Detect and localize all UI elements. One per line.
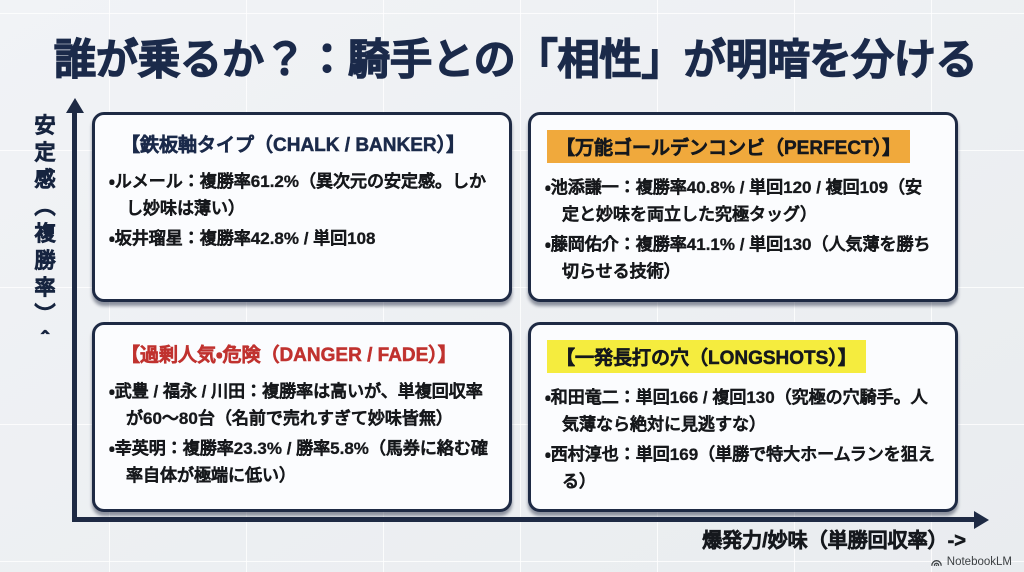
quadrant-chalk-header: 【鉄板軸タイプ（CHALK / BANKER）】 — [121, 135, 466, 157]
page-title: 誰が乗るか？：騎手との「相性」が明暗を分ける — [53, 35, 978, 83]
list-item: 和田竜二：単回166 / 複回130（究極の穴騎手。人気薄なら絶対に見逃すな） — [545, 385, 939, 439]
list-item: 武豊 / 福永 / 川田：複勝率は高いが、単複回収率が60〜80台（名前で売れす… — [109, 379, 493, 433]
notebooklm-brand: NotebookLM — [930, 555, 1012, 568]
notebooklm-label: NotebookLM — [946, 555, 1012, 568]
list-item: 幸英明：複勝率23.3% / 勝率5.8%（馬券に絡む確率自体が極端に低い） — [109, 436, 493, 490]
y-axis-label: 安定感（複勝率）＾ — [32, 114, 56, 358]
quadrant-longshots: 【一発長打の穴（LONGSHOTS）】 和田竜二：単回166 / 複回130（究… — [528, 322, 958, 512]
list-item: 西村淳也：単回169（単勝で特大ホームランを狙える） — [545, 442, 939, 496]
quadrant-chalk-banker: 【鉄板軸タイプ（CHALK / BANKER）】 ルメール：複勝率61.2%（異… — [92, 112, 512, 302]
quadrant-danger-header: 【過剰人気・危険（DANGER / FADE）】 — [121, 345, 457, 367]
quadrant-longshots-list: 和田竜二：単回166 / 複回130（究極の穴騎手。人気薄なら絶対に見逃すな） … — [545, 385, 939, 495]
y-axis-arrow-up-icon — [66, 98, 84, 113]
quadrant-danger-list: 武豊 / 福永 / 川田：複勝率は高いが、単複回収率が60〜80台（名前で売れす… — [109, 379, 493, 489]
list-item: 池添謙一：複勝率40.8% / 単回120 / 複回109（安定と妙味を両立した… — [545, 175, 939, 229]
notebooklm-logo-icon — [931, 560, 942, 567]
list-item: 藤岡佑介：複勝率41.1% / 単回130（人気薄を勝ち切らせる技術） — [545, 232, 939, 286]
x-axis-arrow-right-icon — [974, 510, 989, 529]
quadrant-longshots-header: 【一発長打の穴（LONGSHOTS）】 — [547, 340, 866, 373]
x-axis-line — [72, 517, 977, 522]
quadrant-perfect: 【万能ゴールデンコンビ（PERFECT）】 池添謙一：複勝率40.8% / 単回… — [528, 112, 958, 302]
quadrant-danger-fade: 【過剰人気・危険（DANGER / FADE）】 武豊 / 福永 / 川田：複勝… — [92, 322, 512, 512]
quadrant-chalk-list: ルメール：複勝率61.2%（異次元の安定感。しかし妙味は薄い） 坂井瑠星：複勝率… — [109, 169, 493, 253]
quadrant-perfect-list: 池添謙一：複勝率40.8% / 単回120 / 複回109（安定と妙味を両立した… — [545, 175, 939, 285]
list-item: 坂井瑠星：複勝率42.8% / 単回108 — [109, 226, 493, 253]
y-axis-line — [72, 110, 77, 520]
quadrant-perfect-header: 【万能ゴールデンコンビ（PERFECT）】 — [547, 130, 911, 163]
list-item: ルメール：複勝率61.2%（異次元の安定感。しかし妙味は薄い） — [109, 169, 493, 223]
x-axis-label: 爆発力/妙味（単勝回収率）-> — [702, 530, 967, 553]
